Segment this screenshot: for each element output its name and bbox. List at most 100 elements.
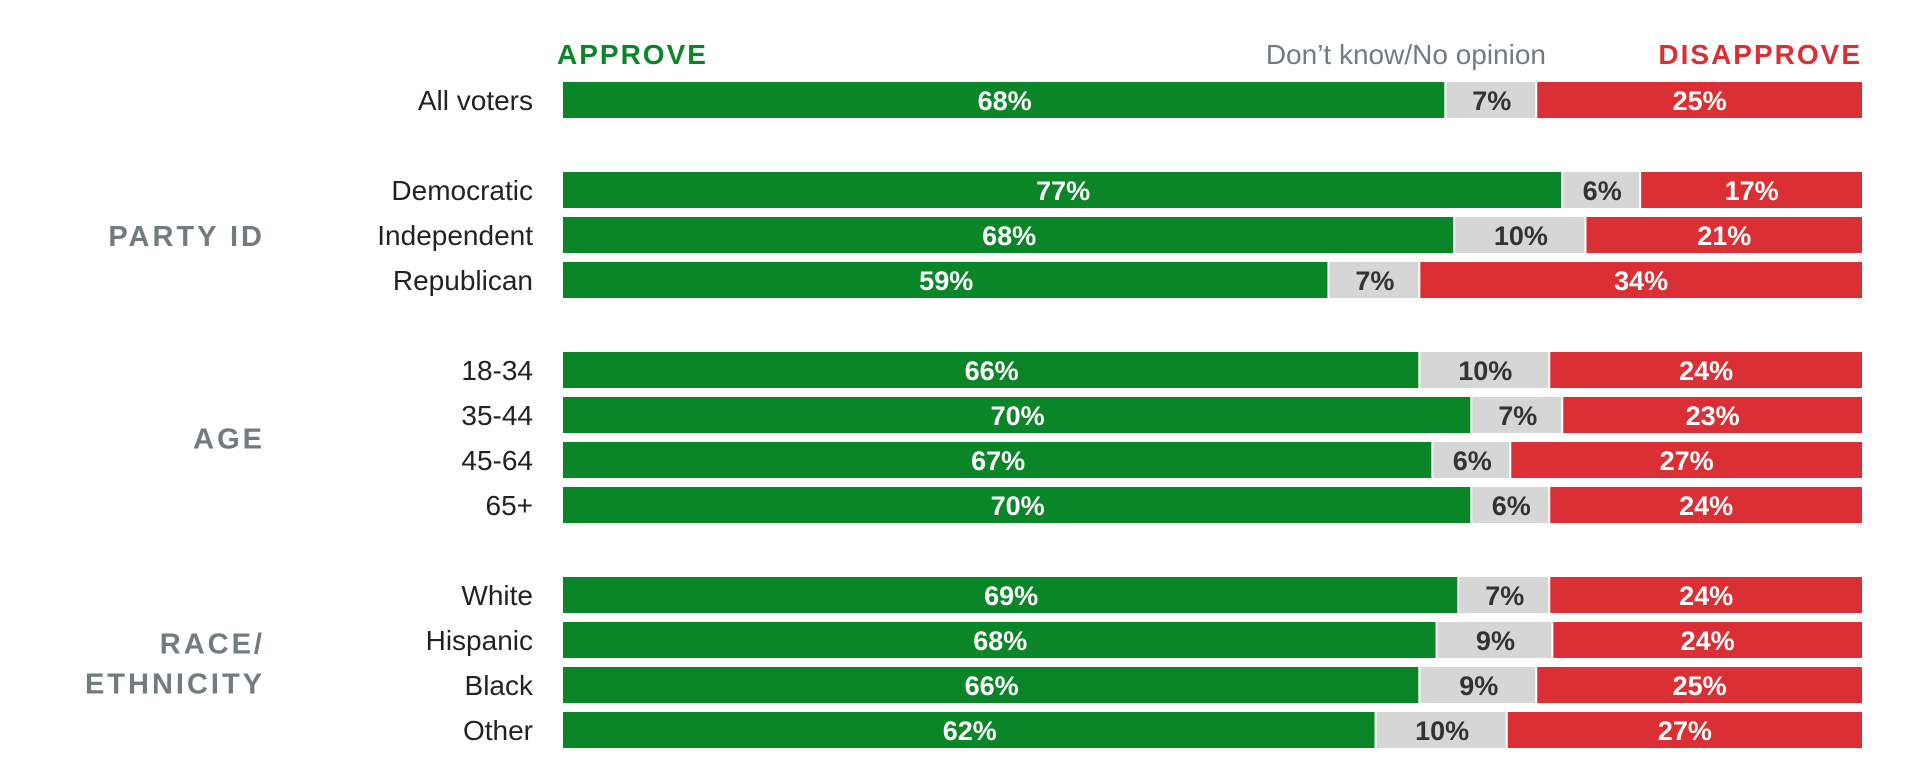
value-label-dont-know: 9% [1459, 671, 1498, 701]
bar-row-65: 65+ 70% 6% 24% [486, 487, 1862, 523]
bar-segment-disapprove [1420, 262, 1862, 298]
bar-segment-disapprove [1641, 172, 1862, 208]
bar-rows: All voters 68% 7% 25% Democratic 77% 6% 17% Inde… [377, 82, 1862, 748]
bar-segment-disapprove [1550, 487, 1862, 523]
bar-segment-approve [563, 667, 1419, 703]
bar-segment-disapprove [1586, 217, 1862, 253]
group-label-age: AGE [193, 424, 265, 456]
value-label-approve: 62% [943, 716, 997, 746]
value-label-disapprove: 27% [1660, 446, 1714, 476]
value-label-disapprove: 27% [1658, 716, 1712, 746]
bar-segment-dont-know [1433, 442, 1510, 478]
value-label-disapprove: 21% [1697, 221, 1751, 251]
bar-segment-approve [563, 442, 1432, 478]
bar-segment-dont-know [1459, 577, 1549, 613]
bar-segment-disapprove [1537, 82, 1862, 118]
bar-segment-disapprove [1550, 352, 1862, 388]
bar-segment-dont-know [1472, 397, 1562, 433]
bar-segment-approve [563, 352, 1419, 388]
bar-segment-approve [563, 82, 1445, 118]
value-label-dont-know: 7% [1355, 266, 1394, 296]
group-label-party-id: PARTY ID [108, 221, 265, 253]
bar-row-democratic: Democratic 77% 6% 17% [391, 172, 1862, 208]
group-labels: PARTY ID AGE RACE/ETHNICITY [85, 221, 265, 701]
value-label-dont-know: 9% [1476, 626, 1515, 656]
row-label: 65+ [486, 490, 534, 521]
chart-legend: APPROVE Don’t know/No opinion DISAPPROVE [557, 39, 1862, 70]
value-label-approve: 66% [965, 356, 1019, 386]
bar-segment-dont-know [1446, 82, 1536, 118]
bar-row-18-34: 18-34 66% 10% 24% [461, 352, 1862, 388]
value-label-approve: 68% [982, 221, 1036, 251]
bar-segment-disapprove [1511, 442, 1862, 478]
bar-segment-approve [563, 172, 1562, 208]
row-label: 18-34 [461, 355, 533, 386]
row-label: 45-64 [461, 445, 533, 476]
bar-segment-dont-know [1472, 487, 1549, 523]
value-label-dont-know: 6% [1583, 176, 1622, 206]
bar-segment-dont-know [1437, 622, 1552, 658]
bar-segment-disapprove [1537, 667, 1862, 703]
row-label: Republican [393, 265, 533, 296]
bar-segment-approve [563, 487, 1471, 523]
value-label-dont-know: 10% [1494, 221, 1548, 251]
value-label-disapprove: 25% [1673, 86, 1727, 116]
bar-segment-approve [563, 397, 1471, 433]
bar-segment-dont-know [1563, 172, 1640, 208]
bar-row-other: Other 62% 10% 27% [463, 712, 1862, 748]
bar-row-black: Black 66% 9% 25% [465, 667, 1862, 703]
value-label-approve: 68% [973, 626, 1027, 656]
bar-row-independent: Independent 68% 10% 21% [377, 217, 1862, 253]
row-label: Black [465, 670, 534, 701]
value-label-approve: 70% [991, 491, 1045, 521]
bar-segment-disapprove [1553, 622, 1862, 658]
bar-segment-approve [563, 217, 1454, 253]
bar-row-republican: Republican 59% 7% 34% [393, 262, 1862, 298]
bar-segment-dont-know [1420, 667, 1536, 703]
bar-row-45-64: 45-64 67% 6% 27% [461, 442, 1862, 478]
value-label-approve: 66% [965, 671, 1019, 701]
bar-row-35-44: 35-44 70% 7% 23% [461, 397, 1862, 433]
value-label-disapprove: 25% [1673, 671, 1727, 701]
value-label-disapprove: 24% [1681, 626, 1735, 656]
bar-segment-approve [563, 577, 1458, 613]
value-label-approve: 70% [991, 401, 1045, 431]
bar-segment-approve [563, 262, 1328, 298]
legend-dont-know-label: Don’t know/No opinion [1266, 39, 1546, 70]
value-label-dont-know: 6% [1492, 491, 1531, 521]
bar-row-white: White 69% 7% 24% [461, 577, 1862, 613]
bar-segment-dont-know [1329, 262, 1419, 298]
row-label: 35-44 [461, 400, 533, 431]
legend-approve-label: APPROVE [557, 39, 708, 70]
legend-disapprove-label: DISAPPROVE [1658, 39, 1862, 70]
bar-segment-disapprove [1550, 577, 1862, 613]
row-label: All voters [418, 85, 533, 116]
value-label-disapprove: 24% [1679, 356, 1733, 386]
value-label-disapprove: 24% [1679, 581, 1733, 611]
row-label: Independent [377, 220, 533, 251]
value-label-dont-know: 10% [1458, 356, 1512, 386]
value-label-approve: 67% [971, 446, 1025, 476]
group-label-race-ethnicity: RACE/ETHNICITY [85, 629, 265, 701]
value-label-dont-know: 7% [1485, 581, 1524, 611]
value-label-dont-know: 7% [1498, 401, 1537, 431]
value-label-disapprove: 23% [1686, 401, 1740, 431]
value-label-dont-know: 7% [1472, 86, 1511, 116]
row-label: White [461, 580, 533, 611]
value-label-approve: 77% [1036, 176, 1090, 206]
row-label: Other [463, 715, 533, 746]
value-label-dont-know: 10% [1415, 716, 1469, 746]
value-label-disapprove: 17% [1725, 176, 1779, 206]
value-label-approve: 69% [984, 581, 1038, 611]
value-label-approve: 68% [978, 86, 1032, 116]
row-label: Democratic [391, 175, 533, 206]
bar-segment-approve [563, 712, 1375, 748]
row-label: Hispanic [426, 625, 533, 656]
bar-row-all-voters: All voters 68% 7% 25% [418, 82, 1862, 118]
bar-segment-approve [563, 622, 1436, 658]
bar-segment-dont-know [1455, 217, 1585, 253]
value-label-approve: 59% [919, 266, 973, 296]
bar-segment-dont-know [1420, 352, 1549, 388]
bar-segment-dont-know [1376, 712, 1506, 748]
bar-segment-disapprove [1563, 397, 1862, 433]
